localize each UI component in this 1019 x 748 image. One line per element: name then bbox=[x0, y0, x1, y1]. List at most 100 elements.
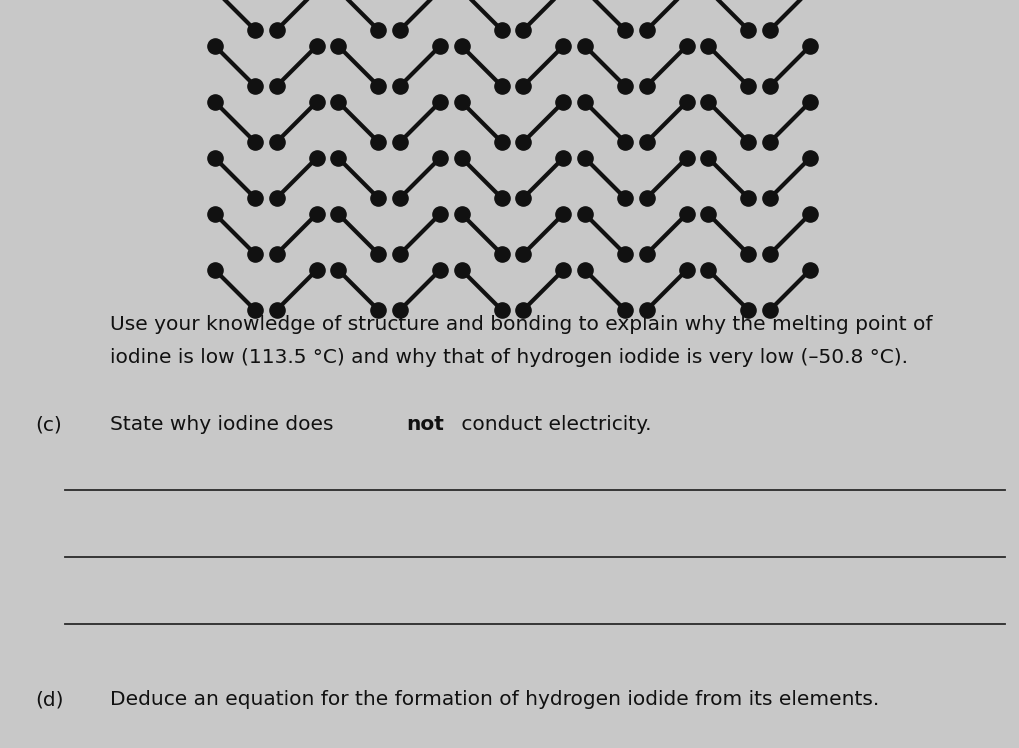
Point bbox=[554, 96, 571, 108]
Point bbox=[616, 24, 633, 36]
Point bbox=[515, 136, 531, 148]
Point bbox=[616, 192, 633, 204]
Point bbox=[740, 248, 756, 260]
Point bbox=[493, 192, 510, 204]
Point bbox=[308, 264, 324, 276]
Point bbox=[678, 96, 694, 108]
Point bbox=[493, 304, 510, 316]
Point bbox=[247, 304, 263, 316]
Point bbox=[638, 192, 654, 204]
Point bbox=[493, 24, 510, 36]
Point bbox=[577, 208, 593, 220]
Text: not: not bbox=[407, 415, 444, 434]
Point bbox=[577, 96, 593, 108]
Point bbox=[554, 264, 571, 276]
Point bbox=[699, 264, 715, 276]
Point bbox=[577, 40, 593, 52]
Point bbox=[207, 96, 223, 108]
Text: Deduce an equation for the formation of hydrogen iodide from its elements.: Deduce an equation for the formation of … bbox=[110, 690, 878, 709]
Point bbox=[801, 208, 817, 220]
Point bbox=[308, 152, 324, 164]
Point bbox=[268, 136, 284, 148]
Point bbox=[638, 136, 654, 148]
Point bbox=[268, 80, 284, 92]
Point bbox=[678, 208, 694, 220]
Point bbox=[761, 192, 777, 204]
Point bbox=[638, 24, 654, 36]
Point bbox=[740, 304, 756, 316]
Point bbox=[678, 152, 694, 164]
Point bbox=[207, 40, 223, 52]
Point bbox=[330, 96, 346, 108]
Point bbox=[554, 208, 571, 220]
Point bbox=[391, 248, 408, 260]
Point bbox=[761, 136, 777, 148]
Point bbox=[740, 24, 756, 36]
Point bbox=[577, 264, 593, 276]
Point bbox=[740, 192, 756, 204]
Point bbox=[761, 24, 777, 36]
Point bbox=[431, 208, 447, 220]
Point bbox=[577, 152, 593, 164]
Point bbox=[616, 80, 633, 92]
Point bbox=[308, 40, 324, 52]
Point bbox=[453, 208, 470, 220]
Point bbox=[268, 248, 284, 260]
Point bbox=[740, 136, 756, 148]
Point bbox=[431, 152, 447, 164]
Point bbox=[699, 40, 715, 52]
Point bbox=[801, 152, 817, 164]
Point bbox=[391, 192, 408, 204]
Point bbox=[247, 192, 263, 204]
Point bbox=[638, 304, 654, 316]
Point bbox=[431, 40, 447, 52]
Point bbox=[370, 24, 386, 36]
Point bbox=[247, 24, 263, 36]
Point bbox=[638, 248, 654, 260]
Point bbox=[391, 80, 408, 92]
Point bbox=[247, 136, 263, 148]
Point bbox=[207, 208, 223, 220]
Point bbox=[493, 248, 510, 260]
Point bbox=[453, 264, 470, 276]
Point bbox=[330, 208, 346, 220]
Point bbox=[638, 80, 654, 92]
Point bbox=[616, 136, 633, 148]
Point bbox=[330, 152, 346, 164]
Text: iodine is low (113.5 °C) and why that of hydrogen iodide is very low (–50.8 °C).: iodine is low (113.5 °C) and why that of… bbox=[110, 348, 907, 367]
Point bbox=[761, 248, 777, 260]
Point bbox=[699, 208, 715, 220]
Point bbox=[740, 80, 756, 92]
Point bbox=[268, 192, 284, 204]
Text: Use your knowledge of structure and bonding to explain why the melting point of: Use your knowledge of structure and bond… bbox=[110, 315, 931, 334]
Point bbox=[391, 136, 408, 148]
Point bbox=[678, 40, 694, 52]
Point bbox=[801, 96, 817, 108]
Point bbox=[308, 96, 324, 108]
Point bbox=[678, 264, 694, 276]
Point bbox=[515, 248, 531, 260]
Point bbox=[515, 24, 531, 36]
Point bbox=[370, 248, 386, 260]
Point bbox=[493, 136, 510, 148]
Point bbox=[515, 80, 531, 92]
Point bbox=[801, 40, 817, 52]
Point bbox=[453, 40, 470, 52]
Text: (c): (c) bbox=[35, 415, 62, 434]
Point bbox=[761, 304, 777, 316]
Point bbox=[453, 152, 470, 164]
Point bbox=[370, 80, 386, 92]
Text: conduct electricity.: conduct electricity. bbox=[455, 415, 651, 434]
Point bbox=[554, 152, 571, 164]
Text: (d): (d) bbox=[35, 690, 63, 709]
Point bbox=[699, 152, 715, 164]
Point bbox=[268, 24, 284, 36]
Point bbox=[515, 304, 531, 316]
Point bbox=[330, 40, 346, 52]
Point bbox=[207, 264, 223, 276]
Point bbox=[616, 304, 633, 316]
Point bbox=[370, 136, 386, 148]
Point bbox=[207, 152, 223, 164]
Text: State why iodine does: State why iodine does bbox=[110, 415, 339, 434]
Point bbox=[431, 264, 447, 276]
